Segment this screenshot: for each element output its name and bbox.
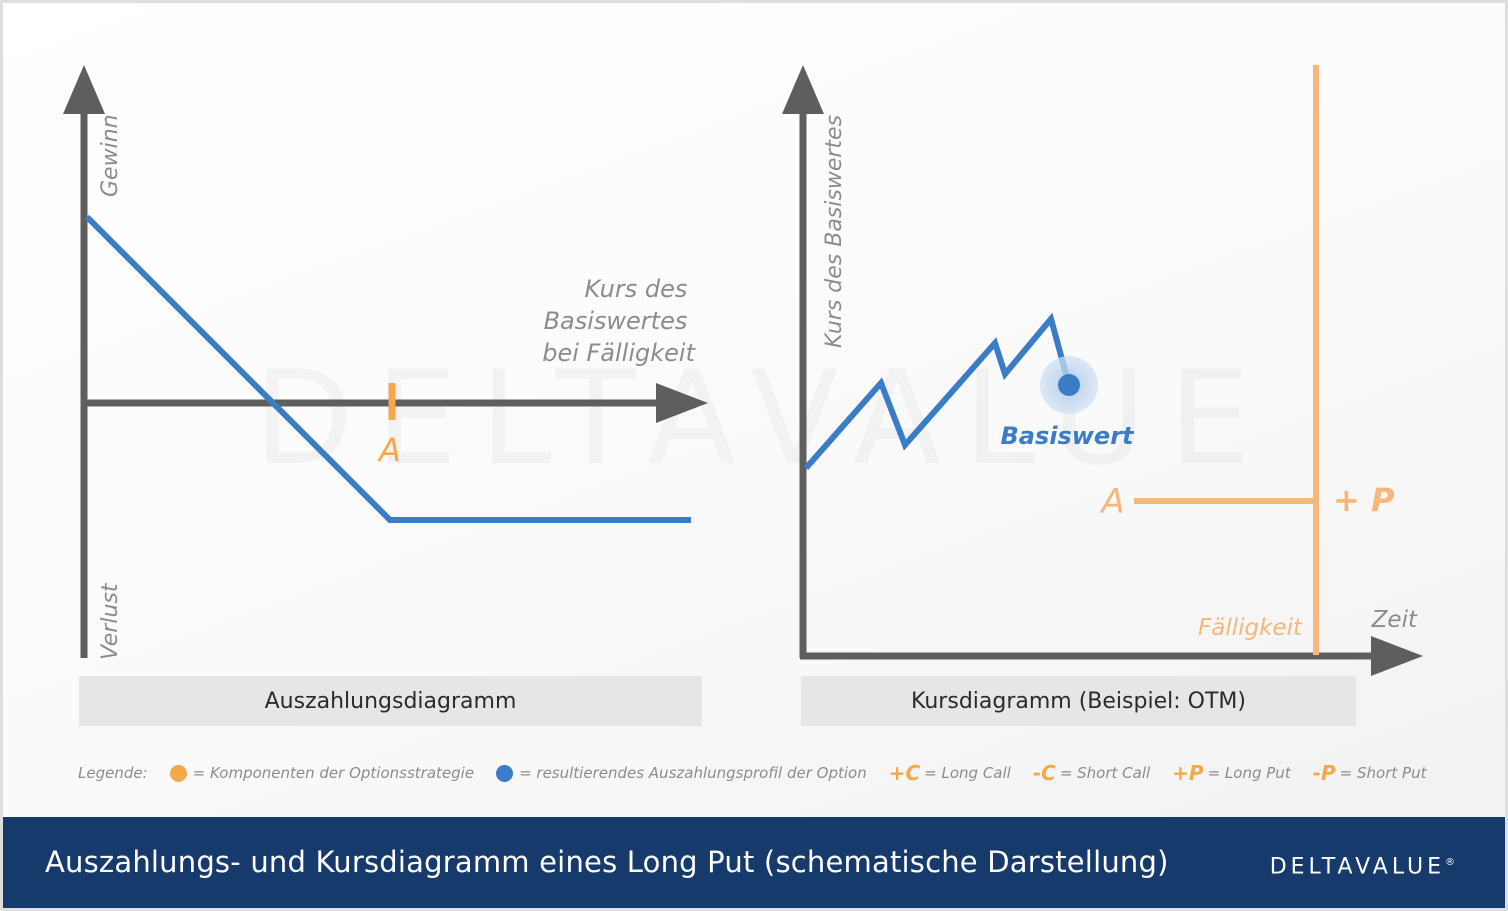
- payoff-diagram-caption-text: Auszahlungsdiagramm: [264, 688, 517, 714]
- footer-bar: Auszahlungs- und Kursdiagramm eines Long…: [3, 817, 1505, 908]
- price-y-label: Kurs des Basiswertes: [822, 115, 847, 348]
- legend-prefix: Legende:: [78, 764, 148, 782]
- price-y-arrow-icon: [782, 65, 824, 114]
- footer-title: Auszahlungs- und Kursdiagramm eines Long…: [45, 845, 1169, 879]
- legend-short-call-text: = Short Call: [1059, 764, 1151, 782]
- payoff-x-label-line-3: bei Fälligkeit: [542, 339, 696, 367]
- profit-label: Gewinn: [98, 114, 123, 197]
- price-diagram-caption-text: Kursdiagramm (Beispiel: OTM): [911, 688, 1246, 714]
- payoff-color-dot-icon: [496, 764, 514, 782]
- brand-logo: DELTAVALUE®: [1270, 817, 1455, 908]
- price-x-arrow-icon: [1371, 636, 1423, 676]
- price-diagram-caption: Kursdiagramm (Beispiel: OTM): [801, 676, 1356, 726]
- legend-short-put-text: = Short Put: [1339, 764, 1427, 782]
- underlying-label: Basiswert: [1000, 422, 1135, 450]
- watermark: DELTAVALUE: [253, 342, 1273, 494]
- legend-long-put-symbol: +P: [1172, 761, 1204, 785]
- price-diagram: Basiswert A + P Fälligkeit Zeit Kurs des…: [782, 65, 1423, 676]
- underlying-price-line: [803, 312, 1072, 470]
- legend-short-call-symbol: -C: [1032, 761, 1056, 785]
- brand-registered-mark: ®: [1445, 857, 1455, 868]
- long-put-label: + P: [1333, 481, 1395, 519]
- legend-short-put-symbol: -P: [1312, 761, 1336, 785]
- legend-long-call-symbol: +C: [888, 761, 921, 785]
- brand-name: DELTAVALUE: [1269, 854, 1445, 880]
- price-strike-label: A: [1099, 482, 1124, 522]
- legend-long-put-text: = Long Put: [1207, 764, 1291, 782]
- legend-component-text: = Komponenten der Optionsstrategie: [192, 764, 475, 782]
- payoff-x-label-line-1: Kurs des: [585, 275, 688, 303]
- payoff-x-label-line-2: Basiswertes: [544, 307, 688, 335]
- underlying-dot-icon: [1058, 374, 1080, 396]
- payoff-x-label: Kurs des Basiswertes bei Fälligkeit: [542, 275, 696, 367]
- payoff-line: [84, 214, 691, 523]
- time-label: Zeit: [1371, 607, 1418, 633]
- expiry-label: Fälligkeit: [1198, 615, 1303, 641]
- diagram-canvas: DELTAVALUE A Gewinn Verlust Kurs des Bas…: [63, 65, 1423, 676]
- legend: Legende: = Komponenten der Optionsstrate…: [78, 755, 1426, 791]
- legend-long-call-text: = Long Call: [924, 764, 1011, 782]
- payoff-x-arrow-icon: [656, 383, 708, 423]
- payoff-y-arrow-icon: [63, 65, 105, 114]
- payoff-diagram: A Gewinn Verlust Kurs des Basiswertes be…: [63, 65, 708, 660]
- component-color-dot-icon: [169, 764, 187, 782]
- payoff-diagram-caption: Auszahlungsdiagramm: [79, 676, 702, 726]
- legend-payoff-text: = resultierendes Auszahlungsprofil der O…: [519, 764, 867, 782]
- loss-label: Verlust: [98, 582, 123, 660]
- strike-marker-label: A: [377, 431, 401, 469]
